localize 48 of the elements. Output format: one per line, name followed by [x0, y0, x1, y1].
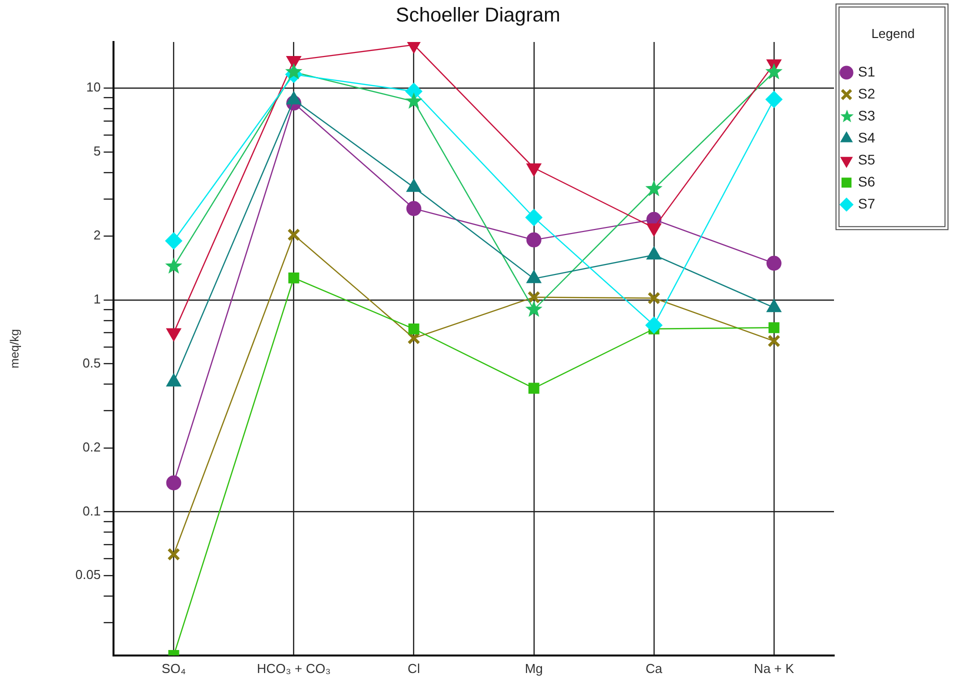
y-tick-label: 0.1: [82, 503, 101, 518]
point: [166, 475, 182, 490]
point: [645, 180, 662, 196]
point: [167, 548, 180, 561]
x-tick-label: Na + K: [754, 660, 794, 676]
y-tick-label: 0.5: [82, 355, 101, 370]
legend-label: S3: [858, 107, 876, 124]
point: [527, 290, 540, 304]
x-tick-label: Mg: [524, 660, 543, 676]
point: [405, 92, 422, 109]
point: [407, 332, 420, 345]
x-tick-label: Cl: [408, 660, 420, 676]
y-tick-label: 5: [93, 143, 101, 158]
legend-label: S1: [858, 63, 876, 80]
legend-label: S2: [858, 85, 876, 102]
legend-label: S5: [858, 151, 876, 168]
x-tick-label: HCO₃ + CO₃: [256, 660, 331, 676]
point: [647, 292, 660, 305]
point: [285, 63, 302, 80]
x-tick-label: SO₄: [162, 660, 186, 676]
point: [768, 322, 780, 334]
y-axis-title: meq/kg: [8, 329, 22, 368]
y-tick-label: 2: [93, 228, 101, 243]
point: [165, 232, 182, 250]
point: [525, 208, 542, 226]
point: [287, 228, 300, 242]
point: [526, 232, 542, 248]
legend-label: S7: [858, 195, 876, 212]
point: [765, 90, 782, 108]
point: [766, 256, 782, 271]
legend-label: S4: [858, 129, 876, 146]
point: [408, 323, 420, 334]
chart-title: Schoeller Diagram: [396, 4, 560, 27]
point: [165, 257, 182, 274]
point: [528, 382, 540, 394]
y-tick-label: 0.2: [82, 440, 101, 455]
y-tick-label: 0.05: [75, 567, 101, 582]
point: [765, 63, 783, 80]
point: [288, 272, 300, 284]
legend-label: S6: [858, 173, 876, 190]
x-tick-label: Ca: [646, 660, 663, 676]
point: [406, 201, 422, 216]
legend-title: Legend: [871, 26, 915, 42]
y-tick-label: 10: [86, 80, 101, 95]
point: [768, 334, 780, 348]
point: [525, 300, 542, 317]
point: [645, 316, 662, 334]
y-tick-label: 1: [93, 292, 101, 307]
